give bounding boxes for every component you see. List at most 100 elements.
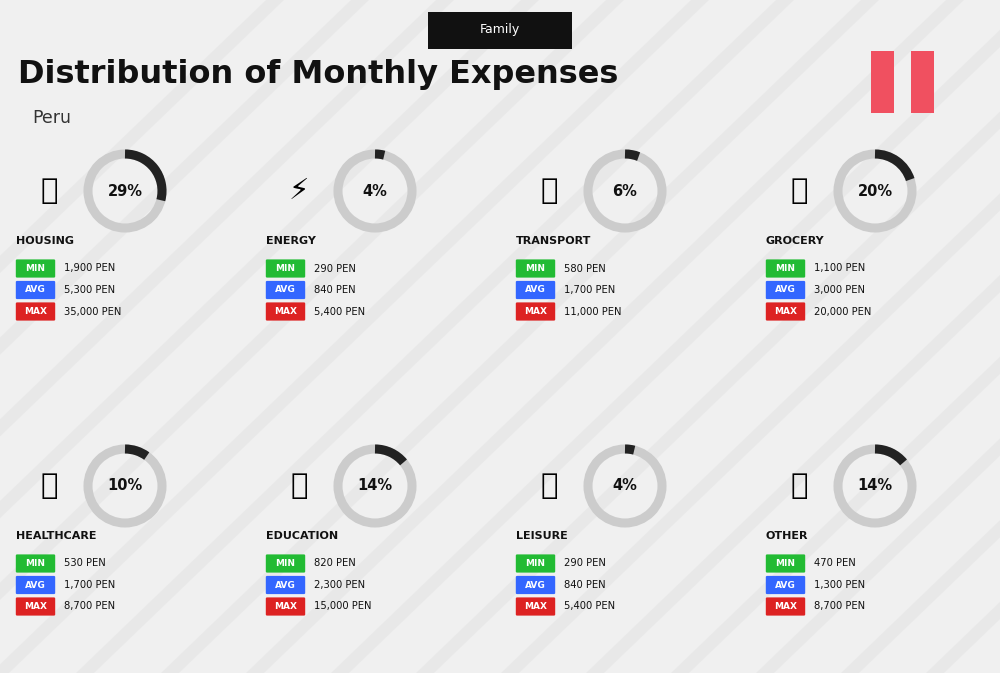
Text: AVG: AVG <box>25 581 46 590</box>
FancyBboxPatch shape <box>516 555 555 573</box>
Text: Distribution of Monthly Expenses: Distribution of Monthly Expenses <box>18 59 618 90</box>
Text: MIN: MIN <box>26 264 46 273</box>
Text: 4%: 4% <box>613 479 637 493</box>
Text: AVG: AVG <box>275 581 296 590</box>
Text: 1,700 PEN: 1,700 PEN <box>564 285 615 295</box>
Text: 2,300 PEN: 2,300 PEN <box>314 580 365 590</box>
Text: 29%: 29% <box>108 184 143 199</box>
Text: HEALTHCARE: HEALTHCARE <box>16 531 96 541</box>
Text: AVG: AVG <box>25 285 46 295</box>
Text: 10%: 10% <box>107 479 143 493</box>
Text: 8,700 PEN: 8,700 PEN <box>64 602 115 612</box>
Text: OTHER: OTHER <box>766 531 808 541</box>
Text: 15,000 PEN: 15,000 PEN <box>314 602 371 612</box>
Text: MIN: MIN <box>776 264 796 273</box>
FancyBboxPatch shape <box>266 555 305 573</box>
Text: 1,900 PEN: 1,900 PEN <box>64 264 115 273</box>
Text: MAX: MAX <box>524 602 547 611</box>
FancyBboxPatch shape <box>428 11 572 48</box>
FancyBboxPatch shape <box>870 51 894 113</box>
FancyBboxPatch shape <box>766 555 805 573</box>
Text: AVG: AVG <box>275 285 296 295</box>
FancyBboxPatch shape <box>16 259 55 277</box>
Text: 5,400 PEN: 5,400 PEN <box>314 306 365 316</box>
Text: MAX: MAX <box>274 602 297 611</box>
Text: 820 PEN: 820 PEN <box>314 559 355 569</box>
Text: 🛒: 🛒 <box>790 177 808 205</box>
FancyBboxPatch shape <box>266 281 305 299</box>
Text: 35,000 PEN: 35,000 PEN <box>64 306 121 316</box>
Text: Family: Family <box>480 24 520 36</box>
Text: LEISURE: LEISURE <box>516 531 568 541</box>
Text: Peru: Peru <box>32 109 71 127</box>
FancyBboxPatch shape <box>16 302 55 320</box>
Text: 20,000 PEN: 20,000 PEN <box>814 306 871 316</box>
FancyBboxPatch shape <box>766 281 805 299</box>
FancyBboxPatch shape <box>516 259 555 277</box>
Text: MAX: MAX <box>274 307 297 316</box>
Text: MIN: MIN <box>26 559 46 568</box>
Text: 🏥: 🏥 <box>40 472 58 500</box>
Text: 470 PEN: 470 PEN <box>814 559 855 569</box>
Text: MIN: MIN <box>276 264 296 273</box>
Text: MIN: MIN <box>526 264 546 273</box>
FancyBboxPatch shape <box>16 281 55 299</box>
FancyBboxPatch shape <box>516 576 555 594</box>
Text: 1,700 PEN: 1,700 PEN <box>64 580 115 590</box>
FancyBboxPatch shape <box>766 598 805 616</box>
FancyBboxPatch shape <box>516 598 555 616</box>
Text: MAX: MAX <box>774 602 797 611</box>
Text: 580 PEN: 580 PEN <box>564 264 605 273</box>
Text: MAX: MAX <box>774 307 797 316</box>
Text: EDUCATION: EDUCATION <box>266 531 338 541</box>
Text: ⚡: ⚡ <box>289 177 309 205</box>
Text: GROCERY: GROCERY <box>766 236 825 246</box>
Text: 5,400 PEN: 5,400 PEN <box>564 602 615 612</box>
Text: 🏢: 🏢 <box>40 177 58 205</box>
Text: MIN: MIN <box>276 559 296 568</box>
Text: 3,000 PEN: 3,000 PEN <box>814 285 864 295</box>
Text: 4%: 4% <box>363 184 387 199</box>
Text: MIN: MIN <box>776 559 796 568</box>
FancyBboxPatch shape <box>766 576 805 594</box>
Text: MAX: MAX <box>24 307 47 316</box>
Text: MAX: MAX <box>524 307 547 316</box>
Text: AVG: AVG <box>775 581 796 590</box>
Text: 290 PEN: 290 PEN <box>564 559 605 569</box>
FancyBboxPatch shape <box>266 576 305 594</box>
FancyBboxPatch shape <box>516 281 555 299</box>
Text: HOUSING: HOUSING <box>16 236 74 246</box>
FancyBboxPatch shape <box>16 598 55 616</box>
Text: ENERGY: ENERGY <box>266 236 316 246</box>
Text: 11,000 PEN: 11,000 PEN <box>564 306 621 316</box>
Text: AVG: AVG <box>525 285 546 295</box>
Text: MAX: MAX <box>24 602 47 611</box>
Text: 6%: 6% <box>613 184 637 199</box>
FancyBboxPatch shape <box>16 576 55 594</box>
FancyBboxPatch shape <box>766 302 805 320</box>
FancyBboxPatch shape <box>516 302 555 320</box>
Text: 290 PEN: 290 PEN <box>314 264 355 273</box>
Text: AVG: AVG <box>525 581 546 590</box>
Text: 💰: 💰 <box>790 472 808 500</box>
Text: 🚌: 🚌 <box>540 177 558 205</box>
Text: 1,100 PEN: 1,100 PEN <box>814 264 865 273</box>
Text: 5,300 PEN: 5,300 PEN <box>64 285 115 295</box>
Text: TRANSPORT: TRANSPORT <box>516 236 591 246</box>
Text: 14%: 14% <box>857 479 893 493</box>
FancyBboxPatch shape <box>266 302 305 320</box>
Text: 14%: 14% <box>357 479 393 493</box>
Text: MIN: MIN <box>526 559 546 568</box>
Text: 🛍: 🛍 <box>540 472 558 500</box>
Text: 🎓: 🎓 <box>290 472 308 500</box>
Text: 20%: 20% <box>857 184 893 199</box>
FancyBboxPatch shape <box>266 259 305 277</box>
Text: 8,700 PEN: 8,700 PEN <box>814 602 865 612</box>
Text: 840 PEN: 840 PEN <box>314 285 355 295</box>
Text: 530 PEN: 530 PEN <box>64 559 105 569</box>
FancyBboxPatch shape <box>16 555 55 573</box>
Text: 840 PEN: 840 PEN <box>564 580 605 590</box>
FancyBboxPatch shape <box>266 598 305 616</box>
Text: 1,300 PEN: 1,300 PEN <box>814 580 865 590</box>
FancyBboxPatch shape <box>910 51 934 113</box>
